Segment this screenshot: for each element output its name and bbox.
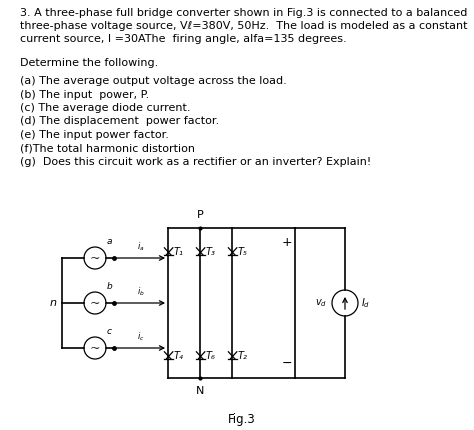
Text: ~: ~ xyxy=(90,298,100,310)
Text: (c) The average diode current.: (c) The average diode current. xyxy=(20,103,191,113)
Text: T₆: T₆ xyxy=(205,351,215,361)
Text: T₃: T₃ xyxy=(205,247,215,257)
Text: Fig.3: Fig.3 xyxy=(228,413,255,426)
Text: +: + xyxy=(282,236,292,249)
Text: a: a xyxy=(107,237,112,246)
Text: (f)The total harmonic distortion: (f)The total harmonic distortion xyxy=(20,144,195,154)
Text: Determine the following.: Determine the following. xyxy=(20,58,158,68)
Text: n: n xyxy=(50,298,57,308)
Text: (d) The displacement  power factor.: (d) The displacement power factor. xyxy=(20,117,219,126)
Text: ~: ~ xyxy=(90,343,100,356)
Text: $i_a$: $i_a$ xyxy=(137,240,145,253)
Text: b: b xyxy=(107,282,113,291)
Text: (g)  Does this circuit work as a rectifier or an inverter? Explain!: (g) Does this circuit work as a rectifie… xyxy=(20,157,371,167)
Text: T₅: T₅ xyxy=(237,247,247,257)
Text: three-phase voltage source, Vℓ=380V, 50Hz.  The load is modeled as a constant: three-phase voltage source, Vℓ=380V, 50H… xyxy=(20,21,467,31)
Text: (e) The input power factor.: (e) The input power factor. xyxy=(20,130,169,140)
Text: $i_b$: $i_b$ xyxy=(137,286,145,298)
Text: $I_d$: $I_d$ xyxy=(361,296,370,310)
Text: −: − xyxy=(282,357,292,370)
Text: c: c xyxy=(107,327,112,336)
Text: T₁: T₁ xyxy=(173,247,183,257)
Text: T₂: T₂ xyxy=(237,351,247,361)
Text: current source, I =30AThe  firing angle, alfa=135 degrees.: current source, I =30AThe firing angle, … xyxy=(20,34,346,44)
Text: ~: ~ xyxy=(90,252,100,265)
Text: N: N xyxy=(196,386,204,396)
Text: T₄: T₄ xyxy=(173,351,183,361)
Text: 3. A three-phase full bridge converter shown in Fig.3 is connected to a balanced: 3. A three-phase full bridge converter s… xyxy=(20,8,467,18)
Text: $v_d$: $v_d$ xyxy=(315,297,327,309)
Text: (a) The average output voltage across the load.: (a) The average output voltage across th… xyxy=(20,76,287,86)
Text: $i_c$: $i_c$ xyxy=(137,331,145,343)
Text: P: P xyxy=(197,210,203,220)
Text: (b) The input  power, P.: (b) The input power, P. xyxy=(20,89,149,99)
